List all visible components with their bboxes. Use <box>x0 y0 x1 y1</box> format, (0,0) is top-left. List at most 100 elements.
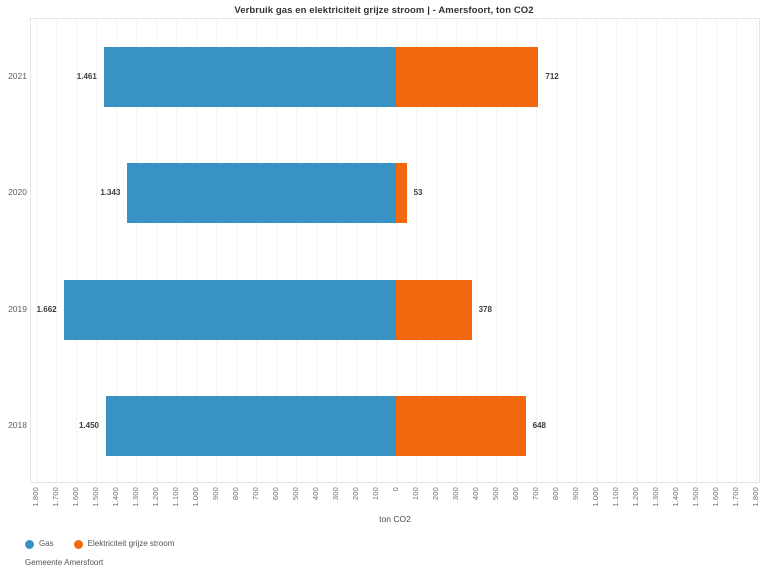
x-tick-label: 900 <box>210 487 220 501</box>
gridline <box>595 19 597 482</box>
gridline <box>95 19 97 482</box>
gridline <box>315 19 317 482</box>
gridline <box>155 19 157 482</box>
value-label-elektriciteit-grijze-stroom-2019: 378 <box>478 304 492 314</box>
x-tick-label: 700 <box>530 487 540 501</box>
x-tick-label: 300 <box>450 487 460 501</box>
y-axis-label-2020: 2020 <box>8 187 27 198</box>
x-tick-label: 200 <box>350 487 360 501</box>
gridline <box>355 19 357 482</box>
gridline <box>35 19 37 482</box>
x-tick-label: 900 <box>570 487 580 501</box>
x-tick-label: 1.300 <box>130 487 140 507</box>
gridline <box>195 19 197 482</box>
value-label-elektriciteit-grijze-stroom-2018: 648 <box>532 420 546 430</box>
gridline <box>55 19 57 482</box>
x-tick-label: 100 <box>410 487 420 501</box>
y-axis-label-2018: 2018 <box>8 419 27 430</box>
gridline <box>335 19 337 482</box>
gridline <box>235 19 237 482</box>
gridline <box>655 19 657 482</box>
gridline <box>115 19 117 482</box>
x-tick-label: 1.400 <box>110 487 120 507</box>
x-tick-label: 1.800 <box>750 487 760 507</box>
gridline <box>255 19 257 482</box>
bar-elektriciteit-grijze-stroom-2018[interactable] <box>396 395 526 456</box>
gridline <box>555 19 557 482</box>
x-tick-label: 1.500 <box>90 487 100 507</box>
bar-row-2021: 1.461 712 <box>31 19 759 135</box>
gridline <box>375 19 377 482</box>
x-tick-label: 1.500 <box>690 487 700 507</box>
chart-title: Verbruik gas en elektriciteit grijze str… <box>234 5 534 16</box>
x-tick-label: 1.700 <box>50 487 60 507</box>
bar-elektriciteit-grijze-stroom-2021[interactable] <box>396 47 539 108</box>
legend-item-elektriciteit-grijze-stroom[interactable]: Elektriciteit grijze stroom <box>73 539 175 549</box>
bar-row-2020: 1.343 53 <box>31 135 759 251</box>
gridline <box>75 19 77 482</box>
gridline <box>415 19 417 482</box>
gridline <box>695 19 697 482</box>
y-axis-label-2019: 2019 <box>8 303 27 314</box>
value-label-gas-2019: 1.662 <box>36 304 57 314</box>
legend-dot-icon <box>73 539 83 549</box>
x-tick-label: 800 <box>230 487 240 501</box>
gridline <box>715 19 717 482</box>
gridline <box>435 19 437 482</box>
x-tick-label: 1.600 <box>710 487 720 507</box>
gridline <box>275 19 277 482</box>
bar-gas-2018[interactable] <box>106 395 396 456</box>
bar-elektriciteit-grijze-stroom-2019[interactable] <box>396 279 472 340</box>
gridline <box>675 19 677 482</box>
gridline <box>735 19 737 482</box>
x-tick-label: 400 <box>470 487 480 501</box>
gridline <box>495 19 497 482</box>
x-tick-label: 1.200 <box>630 487 640 507</box>
gridline <box>455 19 457 482</box>
legend: Gas Elektriciteit grijze stroom <box>25 539 174 549</box>
bar-elektriciteit-grijze-stroom-2020[interactable] <box>396 163 407 224</box>
legend-label: Gas <box>39 539 54 548</box>
bar-gas-2020[interactable] <box>127 163 396 224</box>
gridline <box>515 19 517 482</box>
x-tick-label: 200 <box>430 487 440 501</box>
gridline <box>475 19 477 482</box>
gridline <box>755 19 757 482</box>
gridline <box>635 19 637 482</box>
bar-gas-2021[interactable] <box>103 47 396 108</box>
legend-label: Elektriciteit grijze stroom <box>87 539 175 548</box>
x-tick-label: 1.400 <box>670 487 680 507</box>
bar-row-2019: 1.662 378 <box>31 252 759 368</box>
x-tick-label: 1.700 <box>730 487 740 507</box>
value-label-gas-2021: 1.461 <box>76 72 97 82</box>
value-label-gas-2018: 1.450 <box>78 420 99 430</box>
value-label-gas-2020: 1.343 <box>100 188 121 198</box>
x-tick-label: 500 <box>290 487 300 501</box>
value-label-elektriciteit-grijze-stroom-2021: 712 <box>545 72 559 82</box>
x-tick-label: 600 <box>510 487 520 501</box>
bar-gas-2019[interactable] <box>63 279 396 340</box>
gridline <box>295 19 297 482</box>
x-tick-label: 300 <box>330 487 340 501</box>
x-tick-label: 500 <box>490 487 500 501</box>
x-tick-label: 600 <box>270 487 280 501</box>
plot-area: 1.461 712 1.343 53 1.662 378 1.450 648 <box>30 18 760 483</box>
x-tick-label: 100 <box>370 487 380 501</box>
legend-dot-icon <box>25 539 34 549</box>
x-tick-label: 1.800 <box>30 487 40 507</box>
gridline <box>215 19 217 482</box>
legend-item-gas[interactable]: Gas <box>25 539 54 549</box>
value-label-elektriciteit-grijze-stroom-2020: 53 <box>413 188 423 198</box>
footer-source: Gemeente Amersfoort <box>25 558 104 567</box>
gridline <box>615 19 617 482</box>
x-tick-label: 1.000 <box>190 487 200 507</box>
gridline <box>575 19 577 482</box>
x-tick-label: 1.100 <box>610 487 620 507</box>
y-axis-label-2021: 2021 <box>8 71 27 82</box>
gridline <box>175 19 177 482</box>
gridline <box>395 19 397 482</box>
gridline <box>135 19 137 482</box>
x-tick-label: 1.100 <box>170 487 180 507</box>
bar-row-2018: 1.450 648 <box>31 368 759 484</box>
x-tick-label: 1.200 <box>150 487 160 507</box>
